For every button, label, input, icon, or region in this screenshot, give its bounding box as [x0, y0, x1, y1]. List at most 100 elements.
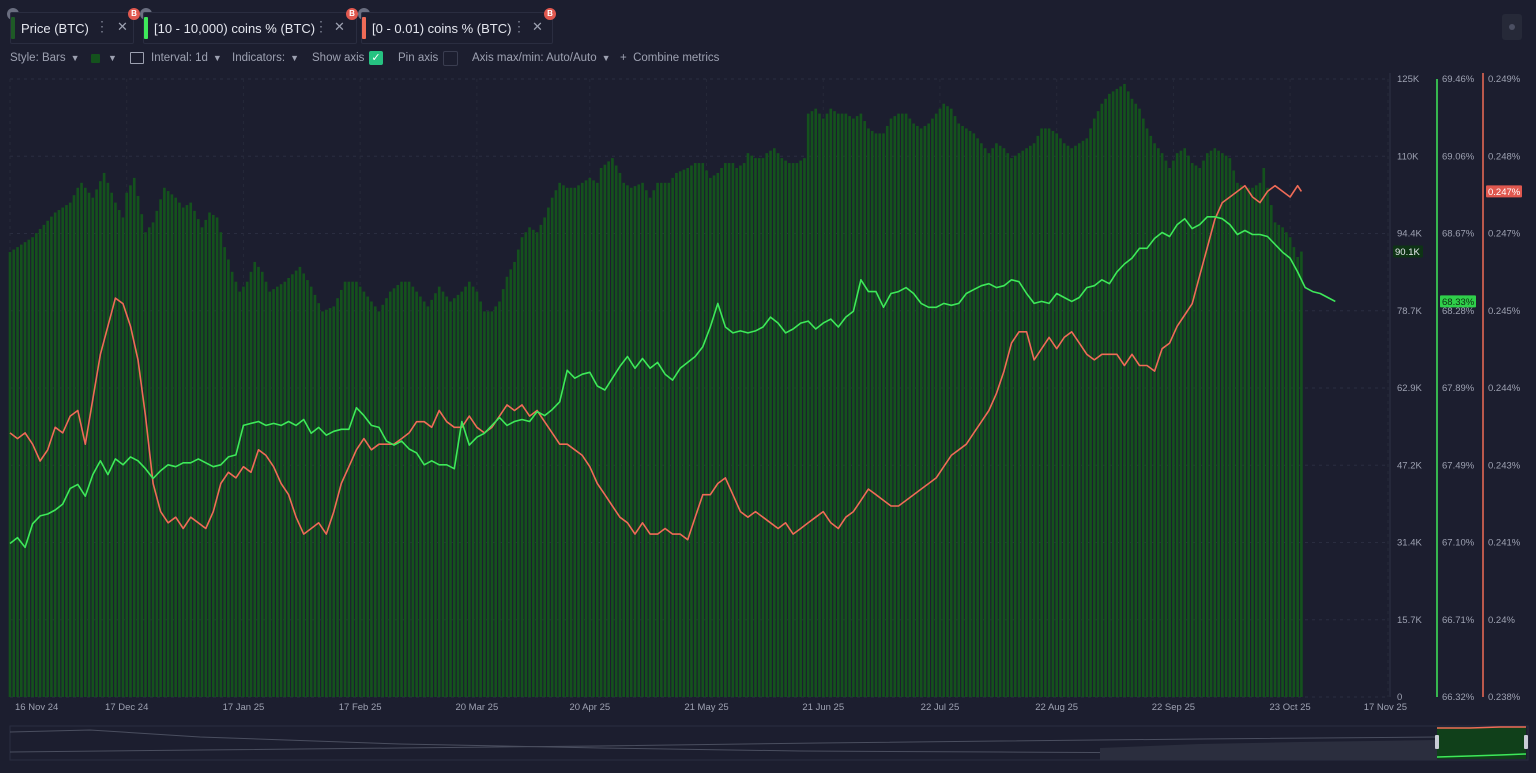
price-bar	[799, 160, 802, 697]
price-bar	[1232, 170, 1235, 697]
close-icon[interactable]: ✕	[334, 19, 345, 34]
price-bar	[464, 286, 467, 697]
price-bar	[1221, 153, 1224, 697]
price-bar	[1077, 143, 1081, 697]
more-icon[interactable]: ⋮	[95, 18, 109, 34]
pin-axis-checkbox[interactable]	[443, 51, 458, 66]
price-bar	[1044, 128, 1047, 697]
price-bar	[965, 128, 968, 697]
price-bar	[83, 187, 87, 697]
price-axis-tick: 94.4K	[1397, 229, 1422, 240]
tab-price[interactable]: Price (BTC) ⋮ ✕	[10, 12, 134, 44]
price-bar	[916, 125, 919, 698]
price-bar	[535, 232, 539, 697]
price-bar	[1183, 148, 1187, 698]
show-axis-checkbox[interactable]: ✓	[369, 51, 383, 65]
price-bar	[765, 153, 769, 697]
price-bar	[76, 187, 80, 697]
price-bar	[110, 192, 113, 697]
pin-axis-label: Pin axis	[398, 52, 439, 64]
series-color-bar	[11, 17, 15, 39]
price-bar	[806, 113, 810, 698]
price-bar	[475, 291, 479, 697]
price-bar	[693, 163, 697, 698]
price-bar	[501, 289, 505, 697]
price-bar	[1081, 140, 1085, 698]
price-bar	[1205, 153, 1209, 697]
navigator-area	[1100, 740, 1437, 760]
chevron-down-icon: ▼	[290, 53, 299, 63]
price-bar	[434, 293, 437, 697]
price-bar	[1100, 103, 1104, 698]
price-bar	[946, 106, 949, 697]
price-bar	[452, 298, 456, 697]
price-bar	[554, 190, 558, 698]
price-bar	[328, 308, 332, 697]
price-bar	[1123, 83, 1126, 697]
price-bar	[1300, 251, 1303, 698]
price-bar	[919, 128, 923, 697]
price-bar	[23, 242, 27, 697]
price-bar	[1236, 182, 1239, 697]
price-axis-tick: 47.2K	[1397, 460, 1422, 471]
price-bar	[1273, 222, 1277, 697]
price-bar	[855, 116, 859, 697]
small-axis-tick: 0.247%	[1488, 229, 1521, 240]
price-bar	[238, 291, 241, 697]
price-bar	[739, 165, 742, 697]
tab-coins-0-0.01[interactable]: [0 - 0.01) coins % (BTC) ⋮ ✕	[361, 12, 553, 44]
axis-maxmin-dropdown[interactable]: Axis max/min: Auto/Auto ▼	[472, 52, 611, 64]
price-bar	[294, 270, 298, 697]
price-bar	[1047, 128, 1051, 697]
price-bar	[16, 247, 19, 697]
price-bar	[193, 210, 196, 697]
combine-metrics-button[interactable]: + Combine metrics	[620, 52, 719, 64]
price-bar	[1266, 187, 1269, 697]
price-bar	[912, 123, 915, 697]
price-bar	[870, 130, 874, 697]
price-bar	[347, 281, 351, 697]
price-bar	[1202, 160, 1205, 697]
price-bar	[618, 172, 622, 697]
navigator-mid-line	[1436, 753, 1527, 758]
price-bar	[1085, 138, 1089, 697]
x-axis-tick: 21 Jun 25	[802, 702, 844, 713]
price-bar	[155, 210, 159, 697]
tab-coins-10-10000[interactable]: [10 - 10,000) coins % (BTC) ⋮ ✕	[143, 12, 357, 44]
price-bar	[596, 182, 599, 697]
style-dropdown[interactable]: Style: Bars ▼	[10, 52, 80, 64]
price-bar	[351, 281, 354, 697]
price-bar	[724, 163, 727, 698]
settings-button[interactable]	[1502, 14, 1522, 40]
price-bar	[253, 261, 257, 697]
interval-dropdown[interactable]: Interval: 1d ▼	[151, 52, 222, 64]
color-swatch[interactable]	[91, 54, 100, 63]
price-bar	[1040, 128, 1043, 697]
price-bar	[204, 219, 208, 697]
price-bar	[904, 113, 908, 698]
more-icon[interactable]: ⋮	[512, 18, 526, 34]
indicators-dropdown[interactable]: Indicators: ▼	[232, 52, 299, 64]
price-bar	[516, 249, 520, 697]
price-bar	[61, 207, 65, 698]
price-bar	[682, 169, 686, 697]
navigator-handle-left	[1435, 735, 1439, 749]
price-bar	[1096, 111, 1100, 697]
close-icon[interactable]: ✕	[532, 19, 543, 34]
x-axis-tick: 22 Aug 25	[1035, 702, 1078, 713]
mid-current-label-bg	[1440, 295, 1476, 308]
more-icon[interactable]: ⋮	[314, 18, 328, 34]
price-bar	[95, 189, 98, 698]
price-bar	[1134, 103, 1138, 698]
close-icon[interactable]: ✕	[117, 19, 128, 34]
price-bar	[460, 291, 464, 697]
price-bar	[1149, 135, 1153, 698]
price-bar	[671, 177, 674, 697]
price-bar	[708, 177, 712, 697]
price-bar	[1251, 187, 1254, 697]
price-bar	[509, 269, 513, 697]
price-bar	[780, 158, 784, 698]
small-current-label: 0.247%	[1488, 187, 1521, 198]
color-dropdown[interactable]: ▼	[103, 52, 117, 64]
